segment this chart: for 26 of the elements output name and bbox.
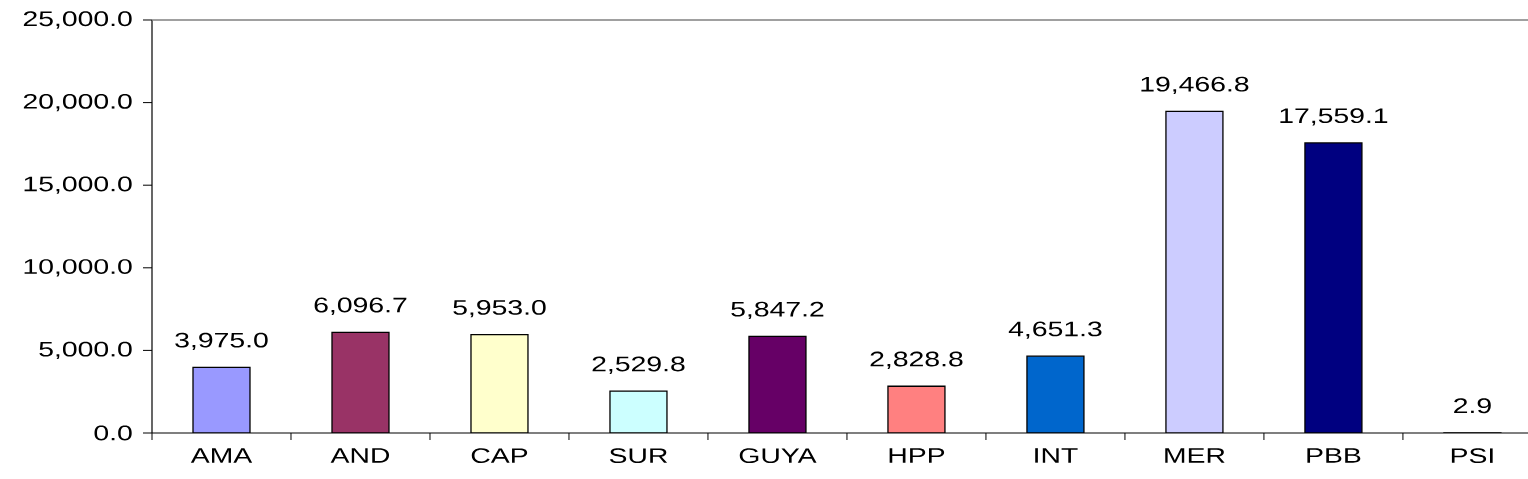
x-tick-label: MER — [1165, 448, 1225, 463]
data-label: 5,847.2 — [731, 301, 824, 320]
x-tick-label: SUR — [609, 448, 668, 464]
y-tick-label: 20,000.0 — [23, 93, 132, 112]
data-label: 17,559.1 — [1280, 108, 1388, 126]
y-tick-label: 0.0 — [94, 425, 132, 441]
data-label: 4,651.3 — [1008, 321, 1102, 339]
x-tick-label: CAP — [471, 448, 528, 464]
y-tick-label: 25,000.0 — [23, 11, 132, 29]
data-label: 2,529.8 — [592, 356, 685, 374]
x-tick-label: INT — [1035, 448, 1078, 463]
x-tick-label: AND — [330, 448, 390, 463]
x-tick-label: PBB — [1307, 448, 1361, 463]
y-tick-label: 10,000.0 — [24, 259, 132, 277]
data-label: 3,975.0 — [175, 332, 268, 351]
y-tick-label: 15,000.0 — [24, 176, 132, 194]
data-label: 19,466.8 — [1141, 76, 1249, 95]
data-label: 2,828.8 — [870, 351, 963, 369]
x-tick-label: GUYA — [739, 448, 817, 464]
x-tick-label: PSI — [1451, 448, 1493, 464]
data-label: 5,953.0 — [453, 300, 546, 318]
x-tick-label: HPP — [889, 448, 945, 463]
y-tick-label: 5,000.0 — [39, 341, 132, 360]
x-tick-label: AMA — [190, 448, 253, 463]
data-label: 6,096.7 — [314, 297, 407, 315]
data-label: 2.9 — [1454, 398, 1491, 414]
